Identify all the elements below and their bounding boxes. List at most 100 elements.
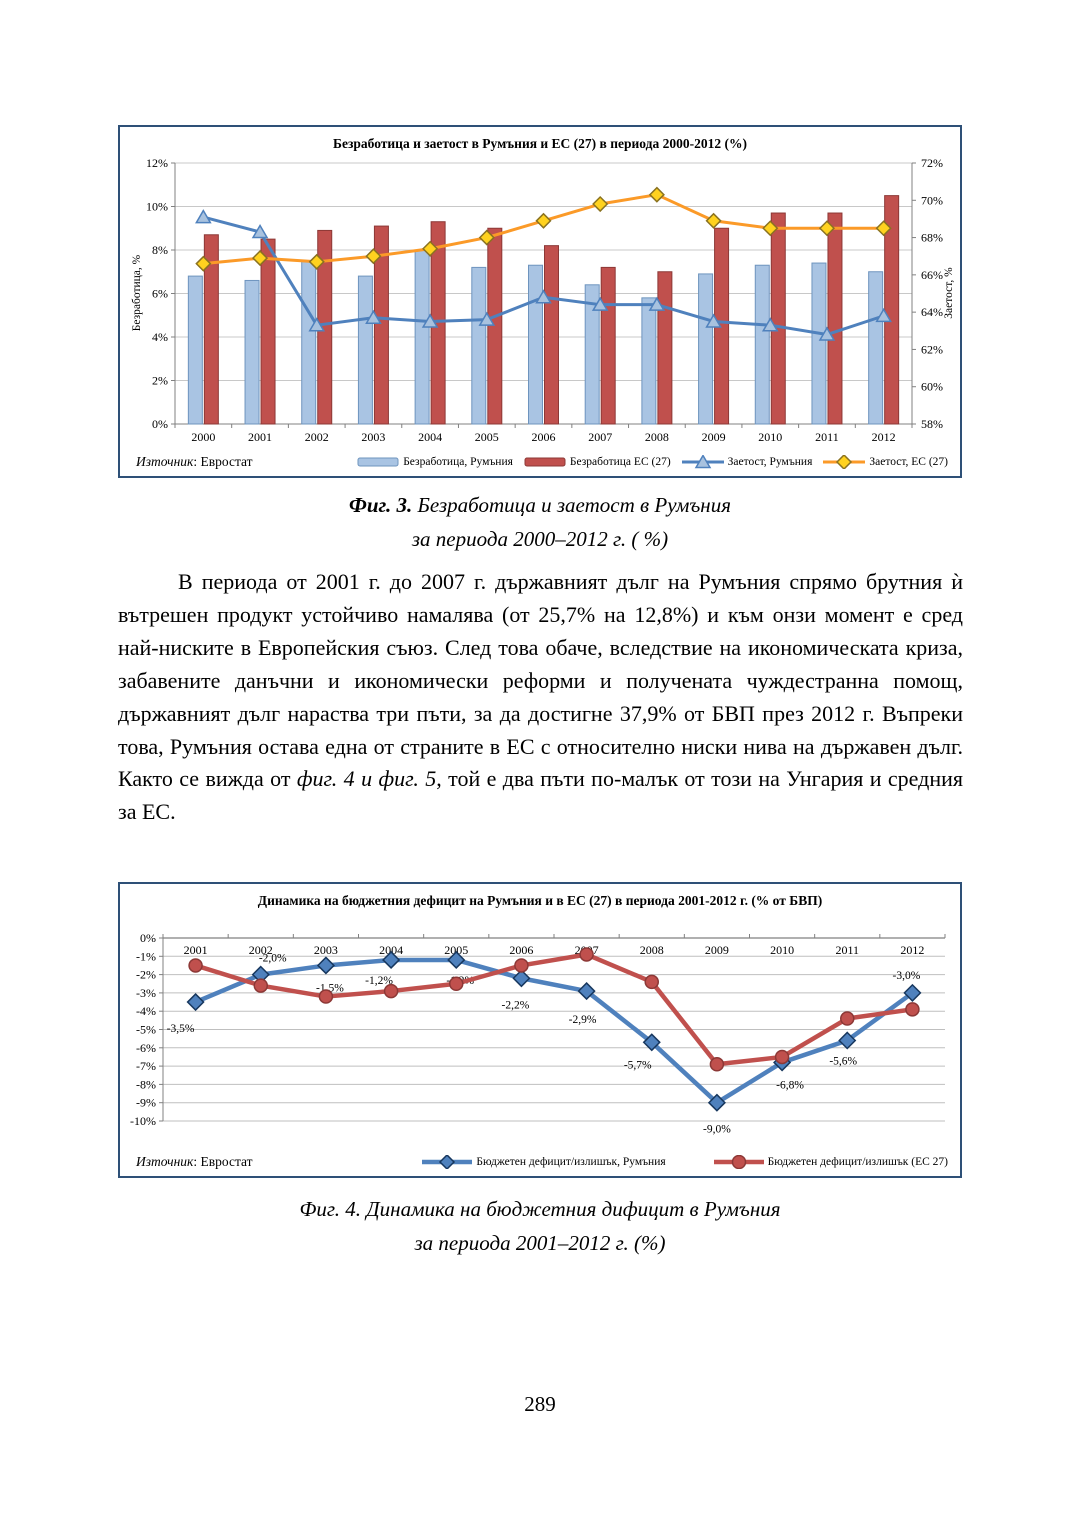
legend-item-2: Заетост, Румъния	[681, 455, 813, 469]
svg-text:-9,0%: -9,0%	[703, 1124, 731, 1136]
figure3-chart-title: Безработица и заетост в Румъния и ЕС (27…	[333, 136, 747, 151]
svg-text:2005: 2005	[475, 430, 499, 444]
svg-text:2007: 2007	[588, 430, 612, 444]
svg-text:10%: 10%	[146, 200, 168, 214]
bar-swatch-icon	[357, 457, 399, 467]
svg-text:-1%: -1%	[136, 949, 156, 963]
svg-text:-6,8%: -6,8%	[776, 1079, 804, 1091]
paragraph-text-after: , той е два пъти по-малък от този на Унг…	[118, 766, 963, 825]
figure4-chart-title: Динамика на бюджетния дефицит на Румъния…	[257, 893, 823, 908]
svg-text:2000: 2000	[191, 430, 215, 444]
figure3-left-axis-label: Безработица, %	[131, 254, 143, 332]
line-swatch-icon	[422, 1155, 473, 1169]
svg-text:-3,0%: -3,0%	[893, 970, 921, 982]
paragraph-figure-refs: фиг. 4 и фиг. 5	[296, 766, 437, 792]
svg-text:2006: 2006	[509, 943, 533, 957]
svg-text:-5,6%: -5,6%	[829, 1055, 857, 1067]
svg-text:2008: 2008	[640, 943, 664, 957]
line-series-0	[195, 209, 892, 341]
svg-text:72%: 72%	[921, 156, 943, 170]
svg-text:-6%: -6%	[136, 1041, 156, 1055]
svg-text:2009: 2009	[705, 943, 729, 957]
figure3-caption-line1: Фиг. 3. Безработица и заетост в Румъния	[118, 488, 962, 522]
svg-text:2003: 2003	[314, 943, 338, 957]
svg-text:2006: 2006	[532, 430, 556, 444]
line-swatch-icon	[681, 455, 724, 469]
svg-text:68%: 68%	[921, 231, 943, 245]
svg-text:2008: 2008	[645, 430, 669, 444]
legend-item-1: Безработица ЕС (27)	[524, 455, 671, 469]
svg-text:4%: 4%	[152, 330, 168, 344]
svg-text:-1,2%: -1,2%	[365, 975, 393, 987]
figure3-caption: Фиг. 3. Безработица и заетост в Румъния …	[118, 488, 962, 556]
line-swatch-icon	[823, 455, 866, 469]
svg-text:2003: 2003	[361, 430, 385, 444]
legend-label: Бюджетен дефицит/излишък, Румъния	[476, 1156, 666, 1168]
source-value: : Евростат	[193, 454, 253, 469]
figure4-caption-number: Фиг. 4.	[299, 1197, 362, 1221]
svg-text:2012: 2012	[872, 430, 896, 444]
figure4-source: Източник: Евростат	[136, 1154, 253, 1170]
legend-label: Безработица, Румъния	[403, 456, 513, 468]
figure3-caption-text: Безработица и заетост в Румъния	[417, 493, 731, 517]
svg-text:2%: 2%	[152, 374, 168, 388]
source-word: Източник	[136, 454, 194, 469]
line-series-0: -3,5%-2,0%-1,5%-1,2%-1,2%-2,2%-2,9%-5,7%…	[167, 950, 922, 1136]
svg-text:64%: 64%	[921, 305, 943, 319]
svg-text:2005: 2005	[444, 943, 468, 957]
legend-label: Бюджетен дефицит/излишък (ЕС 27)	[767, 1156, 948, 1168]
svg-text:-8%: -8%	[136, 1077, 156, 1091]
svg-text:6%: 6%	[152, 287, 168, 301]
figure4-footer: Източник: Евростат Бюджетен дефицит/изли…	[136, 1154, 948, 1170]
figure3-caption-number: Фиг. 3.	[349, 493, 413, 517]
figure3-caption-line2: за периода 2000–2012 г. ( %)	[411, 527, 669, 551]
legend-label: Заетост, Румъния	[727, 456, 813, 468]
line-swatch-icon	[713, 1155, 764, 1169]
svg-text:-10%: -10%	[130, 1114, 156, 1128]
svg-text:2009: 2009	[702, 430, 726, 444]
figure4-plot: 0% -1% -2% -3% -4% -5% -6% -7% -8% -9% -10% 2001 200…	[130, 931, 946, 1136]
svg-text:70%: 70%	[921, 193, 943, 207]
bar-series-1	[203, 195, 900, 425]
svg-text:-7%: -7%	[136, 1059, 156, 1073]
legend-item-3: Заетост, ЕС (27)	[823, 455, 948, 469]
body-paragraph: В периода от 2001 г. до 2007 г. държавни…	[118, 566, 963, 829]
svg-text:2001: 2001	[184, 943, 208, 957]
svg-text:62%: 62%	[921, 342, 943, 356]
figure3-source: Източник: Евростат	[136, 454, 253, 470]
svg-text:-4%: -4%	[136, 1004, 156, 1018]
figure4-caption: Фиг. 4. Динамика на бюджетния дифицит в …	[118, 1192, 962, 1260]
source-word: Източник	[136, 1154, 194, 1169]
figure3-legend: Безработица, Румъния Безработица ЕС (27) З…	[357, 455, 948, 469]
svg-text:58%: 58%	[921, 417, 943, 431]
page-number: 289	[524, 1392, 556, 1416]
legend-label: Безработица ЕС (27)	[569, 456, 671, 468]
svg-text:-5%: -5%	[136, 1023, 156, 1037]
figure4-legend: Бюджетен дефицит/излишък, Румъния Бюджете…	[422, 1155, 948, 1169]
svg-text:2001: 2001	[248, 430, 272, 444]
svg-text:-2%: -2%	[136, 968, 156, 982]
legend-item-0: Бюджетен дефицит/излишък, Румъния	[422, 1155, 666, 1169]
figure3-right-axis-label: Заетост, %	[943, 267, 955, 319]
figure4-chart: Динамика на бюджетния дефицит на Румъния…	[118, 882, 962, 1178]
svg-text:12%: 12%	[146, 156, 168, 170]
svg-text:2010: 2010	[758, 430, 782, 444]
svg-text:2011: 2011	[835, 943, 859, 957]
svg-text:0%: 0%	[152, 417, 168, 431]
legend-item-0: Безработица, Румъния	[357, 455, 513, 469]
figure4-caption-line2: за периода 2001–2012 г. (%)	[414, 1231, 666, 1255]
figure3-plot: 0% 2% 4% 6% 8% 10% 12% 58% 60% 62% 64% 66% 68% 70% 72%…	[146, 156, 943, 444]
svg-text:2002: 2002	[249, 943, 273, 957]
figure3-chart: Безработица и заетост в Румъния и ЕС (27…	[118, 125, 962, 478]
svg-text:-3,5%: -3,5%	[167, 1023, 195, 1035]
bar-swatch-icon	[524, 457, 566, 467]
svg-text:2010: 2010	[770, 943, 794, 957]
svg-text:2004: 2004	[418, 430, 442, 444]
svg-text:8%: 8%	[152, 243, 168, 257]
line-series-1	[195, 186, 892, 272]
line-series-1	[188, 947, 920, 1072]
figure4-caption-line1: Фиг. 4. Динамика на бюджетния дифицит в …	[118, 1192, 962, 1226]
source-value: : Евростат	[193, 1154, 253, 1169]
svg-text:-9%: -9%	[136, 1096, 156, 1110]
